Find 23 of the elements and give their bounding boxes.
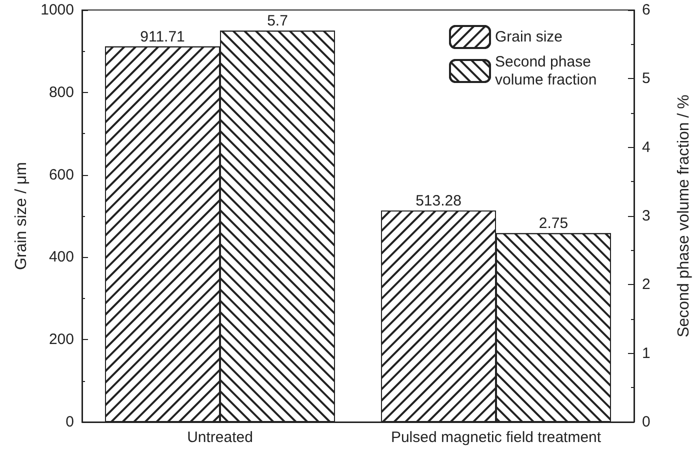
data-label: 5.7: [267, 12, 288, 30]
y2-tick-label: 0: [642, 414, 650, 430]
data-label: 911.71: [140, 28, 185, 46]
legend-label: Second phase volume fraction: [495, 54, 597, 88]
y-axis-title: Grain size / μm: [13, 162, 30, 270]
x-tick-label: Untreated: [187, 429, 253, 446]
y2-axis-title: Second phase volume fraction / %: [676, 94, 692, 338]
data-label: 2.75: [538, 215, 568, 232]
y2-tick-label: 3: [642, 208, 650, 224]
y-tick-label: 0: [66, 414, 74, 430]
y2-tick-label: 2: [642, 276, 650, 294]
y2-tick-label: 4: [642, 138, 650, 156]
x-tick-label: Pulsed magnetic field treatment: [390, 429, 602, 446]
y-tick-label: 1000: [40, 2, 74, 18]
y-tick-label: 800: [48, 84, 74, 101]
y-tick-label: 400: [48, 248, 74, 266]
y2-tick-label: 6: [642, 2, 650, 18]
y2-tick-label: 1: [642, 344, 650, 362]
legend-label: Grain size: [495, 28, 563, 46]
data-label: 513.28: [416, 192, 462, 210]
y2-tick-label: 5: [642, 70, 650, 88]
y-tick-label: 200: [48, 331, 74, 348]
y-tick-label: 600: [48, 166, 74, 184]
